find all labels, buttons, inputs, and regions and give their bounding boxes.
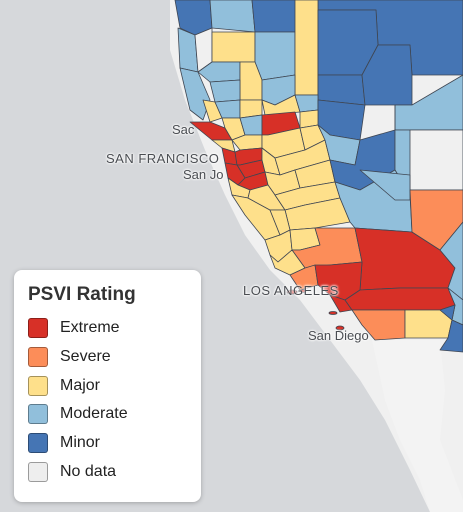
label-san-diego: San Diego [308,328,369,343]
legend-title: PSVI Rating [28,284,136,305]
county-yuma [439,304,463,353]
legend-swatch-major [28,376,48,396]
county-glenn [209,79,241,103]
legend-label-moderate: Moderate [60,405,128,422]
legend-swatch-extreme [28,318,48,338]
legend-label-severe: Severe [60,348,111,365]
legend-item-no-data: No data [28,461,116,483]
island-4 [335,325,345,331]
legend-label-no-data: No data [60,463,117,480]
county-lassen [254,31,296,81]
legend-swatch-minor [28,433,48,453]
island-1 [286,289,298,295]
county-clark-north [409,129,463,191]
island-2 [299,289,307,293]
island-3 [328,311,338,315]
baja-peninsula [372,340,463,512]
legend-swatch-severe [28,347,48,367]
county-modoc [251,0,301,33]
legend-swatch-no-data [28,462,48,482]
legend-label-major: Major [60,377,101,394]
county-washoe [294,0,319,96]
legend-label-minor: Minor [60,434,101,451]
county-shasta [211,31,256,63]
label-sacramento: Sac [172,122,195,137]
county-riverside [344,287,456,311]
label-san-francisco: SAN FRANCISCO [106,151,220,166]
county-siskiyou [209,0,256,33]
label-san-jose: San Jo [183,167,224,182]
legend-swatch-moderate [28,404,48,424]
legend-item-moderate: Moderate [28,403,128,425]
county-esmeralda [359,169,411,201]
legend-label-extreme: Extreme [60,319,120,336]
label-los-angeles: LOS ANGELES [243,283,339,298]
legend-item-minor: Minor [28,432,100,454]
legend-item-major: Major [28,375,100,397]
legend-item-extreme: Extreme [28,317,120,339]
map-legend: PSVI Rating Extreme Severe Major Moderat… [14,270,201,502]
legend-item-severe: Severe [28,346,111,368]
